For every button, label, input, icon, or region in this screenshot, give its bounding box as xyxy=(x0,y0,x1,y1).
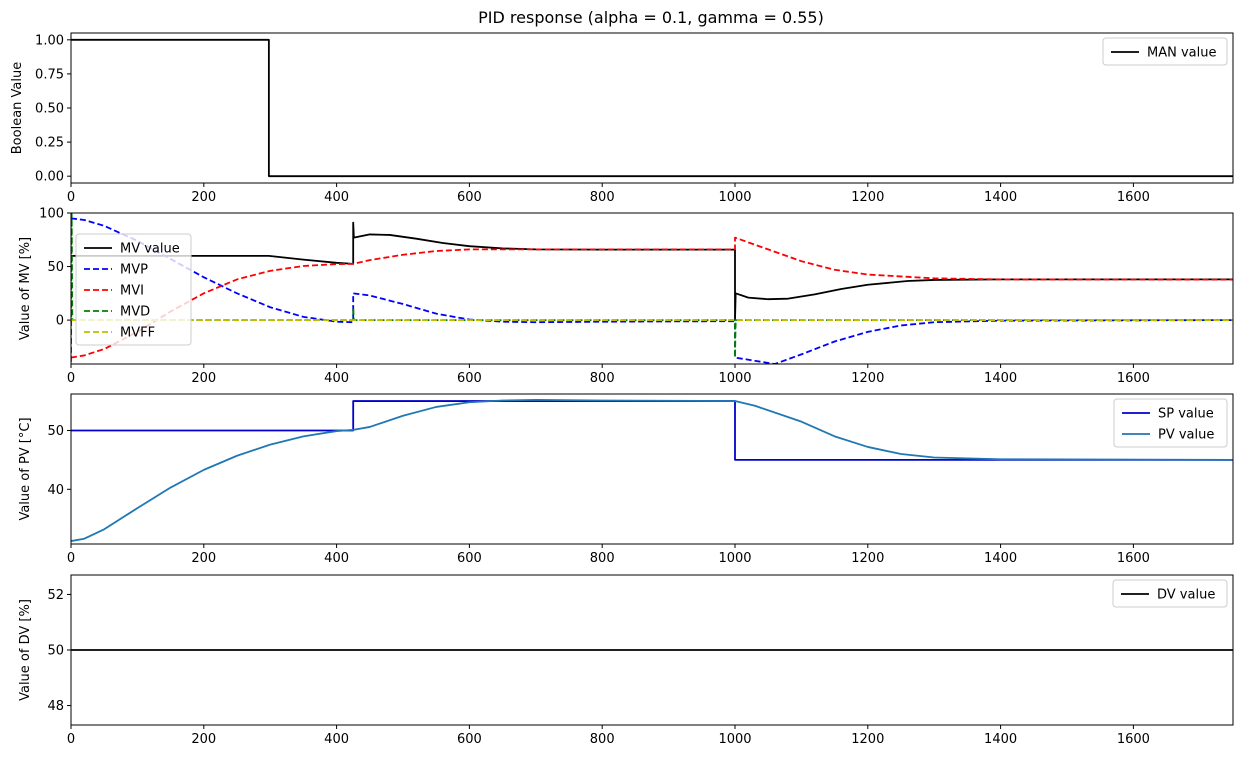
legend-entry: MVFF xyxy=(120,326,155,341)
x-tick-label: 1600 xyxy=(1117,732,1150,747)
x-tick-label: 1200 xyxy=(851,732,884,747)
x-tick-label: 0 xyxy=(67,732,75,747)
x-tick-label: 1000 xyxy=(718,190,751,205)
legend-entry: DV value xyxy=(1157,588,1215,603)
legend-entry: SP value xyxy=(1158,407,1214,422)
x-tick-label: 800 xyxy=(590,371,615,386)
x-tick-label: 1200 xyxy=(851,551,884,566)
legend-box xyxy=(75,233,192,346)
y-axis-label: Value of DV [%] xyxy=(18,599,33,701)
y-tick-label: 48 xyxy=(47,699,64,714)
x-tick-label: 1600 xyxy=(1117,190,1150,205)
x-tick-label: 1400 xyxy=(984,190,1017,205)
x-tick-label: 1200 xyxy=(851,190,884,205)
subplot-3: 0 200 400 600 800 1000 1200 1400 1600 40 50 Value o… xyxy=(18,393,1234,566)
figure-title: PID response (alpha = 0.1, gamma = 0.55) xyxy=(478,8,824,27)
legend-entry: MVI xyxy=(120,284,144,299)
x-tick-label: 800 xyxy=(590,190,615,205)
legend: SP value PV value xyxy=(1113,398,1228,448)
x-tick-label: 600 xyxy=(457,371,482,386)
series-group xyxy=(71,38,1233,178)
series-line-man-value xyxy=(71,38,1233,178)
y-tick-label: 40 xyxy=(47,483,64,498)
axes-frame xyxy=(70,393,1234,545)
y-tick-label: 0.25 xyxy=(35,136,64,151)
subplot-1: 0 200 400 600 800 1000 1200 1400 1600 0.00 0.25 0.5… xyxy=(10,32,1234,205)
y-tick-label: 0.75 xyxy=(35,67,64,82)
x-tick-label: 0 xyxy=(67,190,75,205)
x-tick-label: 200 xyxy=(191,732,216,747)
x-tick-label: 1400 xyxy=(984,551,1017,566)
x-tick-label: 400 xyxy=(324,190,349,205)
legend: DV value xyxy=(1112,579,1228,608)
legend-box xyxy=(1113,398,1228,448)
y-tick-label: 1.00 xyxy=(35,33,64,48)
series-line-mvp xyxy=(71,217,1233,364)
x-tick-label: 800 xyxy=(590,732,615,747)
series-line-pv-value xyxy=(71,398,1233,542)
y-tick-label: 50 xyxy=(47,424,64,439)
axes-frame xyxy=(70,212,1234,365)
legend-entry: MVD xyxy=(120,305,150,320)
y-tick-label: 50 xyxy=(47,260,64,275)
legend-box xyxy=(1112,579,1228,608)
legend-entry: MV value xyxy=(120,242,180,257)
x-tick-label: 1600 xyxy=(1117,371,1150,386)
series-line-sp-value xyxy=(71,400,1233,461)
legend-entry: MVP xyxy=(120,263,148,278)
x-tick-label: 1600 xyxy=(1117,551,1150,566)
legend: MV value MVP MVI MVD MVFF xyxy=(75,233,192,346)
x-tick-label: 200 xyxy=(191,371,216,386)
y-axis-label: Value of MV [%] xyxy=(18,237,33,340)
y-axis-label: Boolean Value xyxy=(10,62,25,154)
x-tick-label: 1000 xyxy=(718,371,751,386)
legend-entry: MAN value xyxy=(1147,46,1216,61)
legend-box xyxy=(1102,37,1228,66)
x-tick-label: 1200 xyxy=(851,371,884,386)
x-tick-label: 800 xyxy=(590,551,615,566)
series-line-mv-value xyxy=(71,221,1233,321)
x-tick-label: 400 xyxy=(324,732,349,747)
axes-frame xyxy=(70,32,1234,184)
x-tick-label: 1000 xyxy=(718,551,751,566)
x-tick-label: 600 xyxy=(457,190,482,205)
y-tick-label: 100 xyxy=(39,207,64,222)
series-group xyxy=(71,398,1233,542)
x-tick-label: 1000 xyxy=(718,732,751,747)
series-line-mvd xyxy=(71,213,1233,362)
x-tick-label: 0 xyxy=(67,551,75,566)
y-tick-label: 0 xyxy=(56,314,64,329)
y-tick-label: 50 xyxy=(47,644,64,659)
subplot-2: 0 200 400 600 800 1000 1200 1400 1600 0 50 100 Value… xyxy=(18,207,1234,386)
x-tick-label: 400 xyxy=(324,371,349,386)
x-tick-label: 400 xyxy=(324,551,349,566)
x-tick-label: 200 xyxy=(191,551,216,566)
legend: MAN value xyxy=(1102,37,1228,66)
y-axis-label: Value of PV [°C] xyxy=(18,417,33,520)
x-tick-label: 1400 xyxy=(984,371,1017,386)
x-tick-label: 600 xyxy=(457,551,482,566)
x-tick-label: 1400 xyxy=(984,732,1017,747)
x-tick-label: 0 xyxy=(67,371,75,386)
y-tick-label: 0.00 xyxy=(35,170,64,185)
series-group xyxy=(71,213,1233,364)
legend-entry: PV value xyxy=(1158,428,1214,443)
y-tick-label: 0.50 xyxy=(35,102,64,117)
x-tick-label: 600 xyxy=(457,732,482,747)
subplot-4: 0 200 400 600 800 1000 1200 1400 1600 48 50 52 Value… xyxy=(18,574,1234,747)
x-tick-label: 200 xyxy=(191,190,216,205)
y-tick-label: 52 xyxy=(47,588,64,603)
